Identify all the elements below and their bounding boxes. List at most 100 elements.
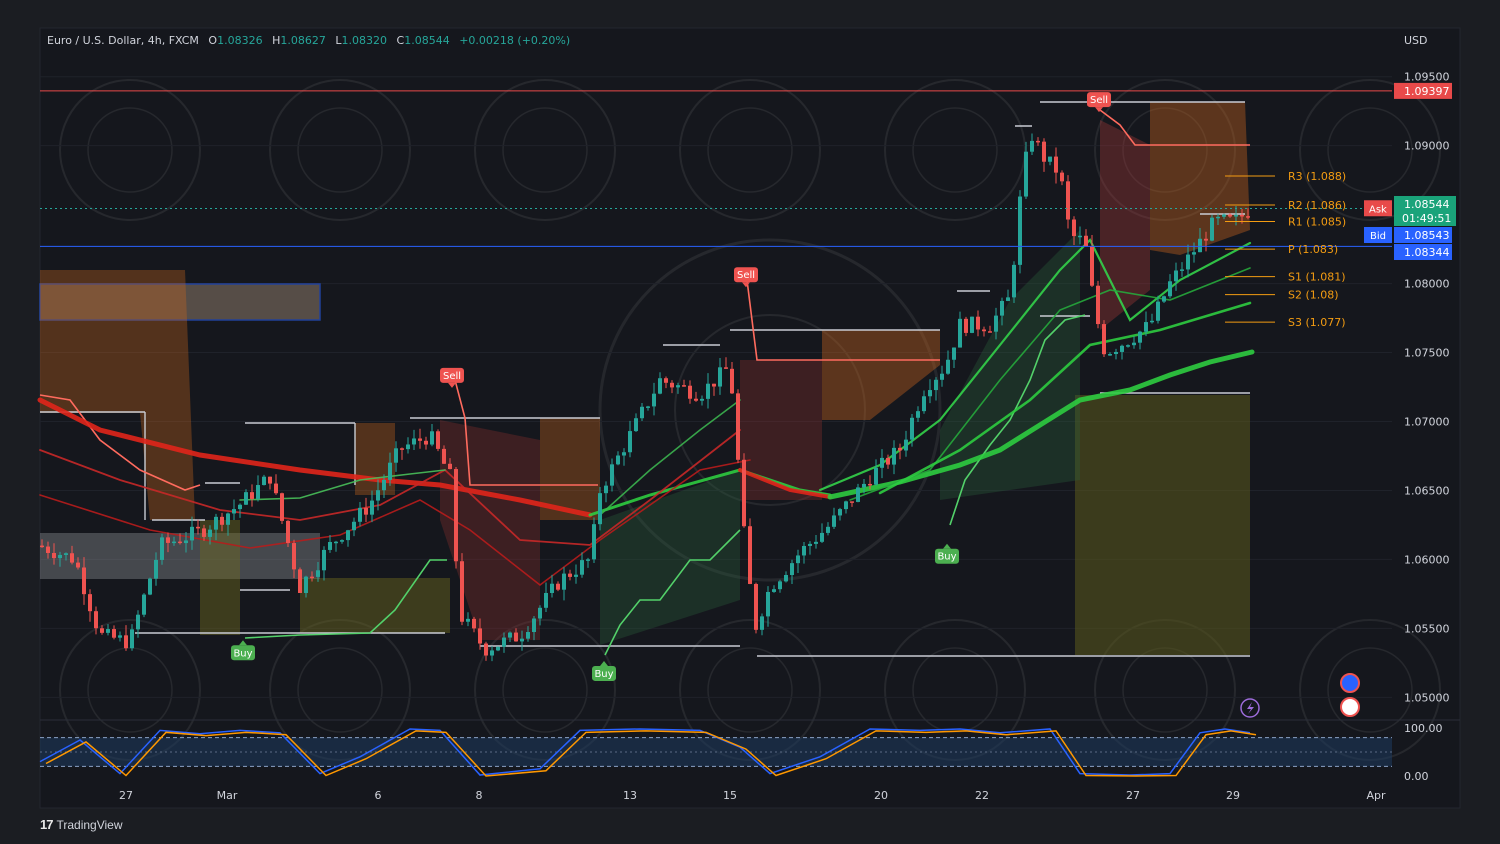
candle-bullish [520, 638, 524, 642]
y-axis-tick-label: 1.06000 [1404, 553, 1450, 566]
candle-bearish [982, 329, 986, 332]
indicator-cloud [740, 360, 822, 500]
candle-bearish [124, 635, 128, 649]
candle-bearish [730, 368, 734, 394]
bid-price-value: 1.08543 [1404, 229, 1450, 242]
candle-bearish [1246, 216, 1250, 218]
candle-bullish [616, 455, 620, 465]
candle-bearish [268, 476, 272, 484]
indicator-cloud [355, 423, 395, 495]
candle-bullish [796, 555, 800, 564]
candle-bearish [274, 483, 278, 494]
chart-legend-header: Euro / U.S. Dollar, 4h, FXCM O1.08326 H1… [47, 34, 570, 47]
candle-bullish [1138, 331, 1142, 343]
pivot-level-label: R1 (1.085) [1288, 216, 1346, 229]
pivot-level-label: S3 (1.077) [1288, 316, 1346, 329]
candle-bearish [94, 611, 98, 629]
signal-label: Sell [737, 270, 755, 281]
indicator-cloud [940, 230, 1080, 500]
candle-bearish [1054, 156, 1058, 173]
candle-bullish [1198, 238, 1202, 253]
candle-bullish [316, 570, 320, 577]
candle-bullish [772, 589, 776, 592]
y-axis-tick-label: 1.07500 [1404, 347, 1450, 360]
tradingview-logo[interactable]: 17 TradingView [40, 817, 123, 832]
candle-bullish [1192, 252, 1196, 255]
candle-bullish [232, 509, 236, 514]
candle-bullish [604, 485, 608, 494]
candle-bullish [838, 509, 842, 516]
candle-bullish [592, 524, 596, 560]
candle-bullish [718, 367, 722, 387]
signal-label: Buy [233, 648, 252, 659]
open-label: O [208, 34, 218, 47]
candle-bearish [202, 528, 206, 537]
candle-bearish [40, 545, 44, 548]
x-axis-tick-label: 20 [874, 789, 888, 802]
signal-label: Buy [594, 669, 613, 680]
candle-bullish [874, 467, 878, 485]
tradingview-logo-icon: 17 [40, 817, 54, 832]
y-axis-tick-label: 1.05500 [1404, 622, 1450, 635]
candle-bearish [400, 448, 404, 450]
candle-bullish [346, 530, 350, 541]
x-axis-tick-label: 6 [375, 789, 382, 802]
candle-bearish [76, 562, 80, 568]
candle-bearish [448, 463, 452, 470]
candle-bearish [292, 543, 296, 570]
candle-bearish [424, 440, 428, 445]
candle-bearish [1102, 324, 1106, 355]
sell-trailing-stop [746, 279, 940, 361]
candle-bearish [454, 469, 458, 562]
candle-bullish [790, 563, 794, 576]
candle-bullish [628, 431, 632, 453]
candle-bullish [646, 406, 650, 408]
signal-badge [1087, 92, 1111, 108]
us-flag-icon [1340, 697, 1360, 717]
candle-bullish [802, 545, 806, 556]
candle-bearish [688, 385, 692, 399]
candle-bearish [484, 643, 488, 656]
change-value: +0.00218 (+0.20%) [459, 34, 571, 47]
x-axis-tick-label: 27 [119, 789, 133, 802]
pivot-level-label: R2 (1.086) [1288, 199, 1346, 212]
candle-bullish [814, 541, 818, 544]
candle-bullish [376, 490, 380, 501]
brand-label: TradingView [56, 817, 123, 832]
candle-bearish [82, 567, 86, 595]
candle-bullish [706, 383, 710, 399]
candle-bearish [310, 576, 314, 579]
moving-average-line [827, 349, 1255, 500]
candle-bullish [862, 483, 866, 488]
candle-bullish [1162, 296, 1166, 302]
candle-bearish [100, 628, 104, 633]
candle-bullish [580, 560, 584, 575]
candle-bullish [490, 650, 494, 656]
candle-bearish [1090, 245, 1094, 286]
x-axis-tick-label: 13 [623, 789, 637, 802]
candle-bullish [676, 385, 680, 388]
candle-bullish [532, 618, 536, 633]
y-axis-tick-label: 1.09500 [1404, 71, 1450, 84]
moving-average-line [39, 459, 751, 587]
candle-bearish [1072, 219, 1076, 237]
last-price-tag-bg [1394, 196, 1456, 226]
watermark-seal [1094, 79, 1236, 221]
candle-bullish [1132, 342, 1136, 346]
candle-bullish [880, 457, 884, 468]
candle-bullish [574, 574, 578, 577]
high-value: 1.08627 [280, 34, 326, 47]
signal-label: Sell [1090, 95, 1108, 106]
candle-bullish [130, 629, 134, 649]
candle-bearish [1084, 235, 1088, 246]
candle-bullish [808, 543, 812, 546]
candle-bullish [916, 411, 920, 418]
bid-price-tag-bg [1394, 227, 1452, 243]
ask-badge-bg [1364, 200, 1392, 217]
buy-signal-marker: Buy [935, 543, 959, 564]
watermark-seal-inner [87, 107, 173, 193]
candle-bearish [166, 537, 170, 543]
indicator-cloud [200, 520, 240, 635]
candle-bearish [220, 516, 224, 525]
